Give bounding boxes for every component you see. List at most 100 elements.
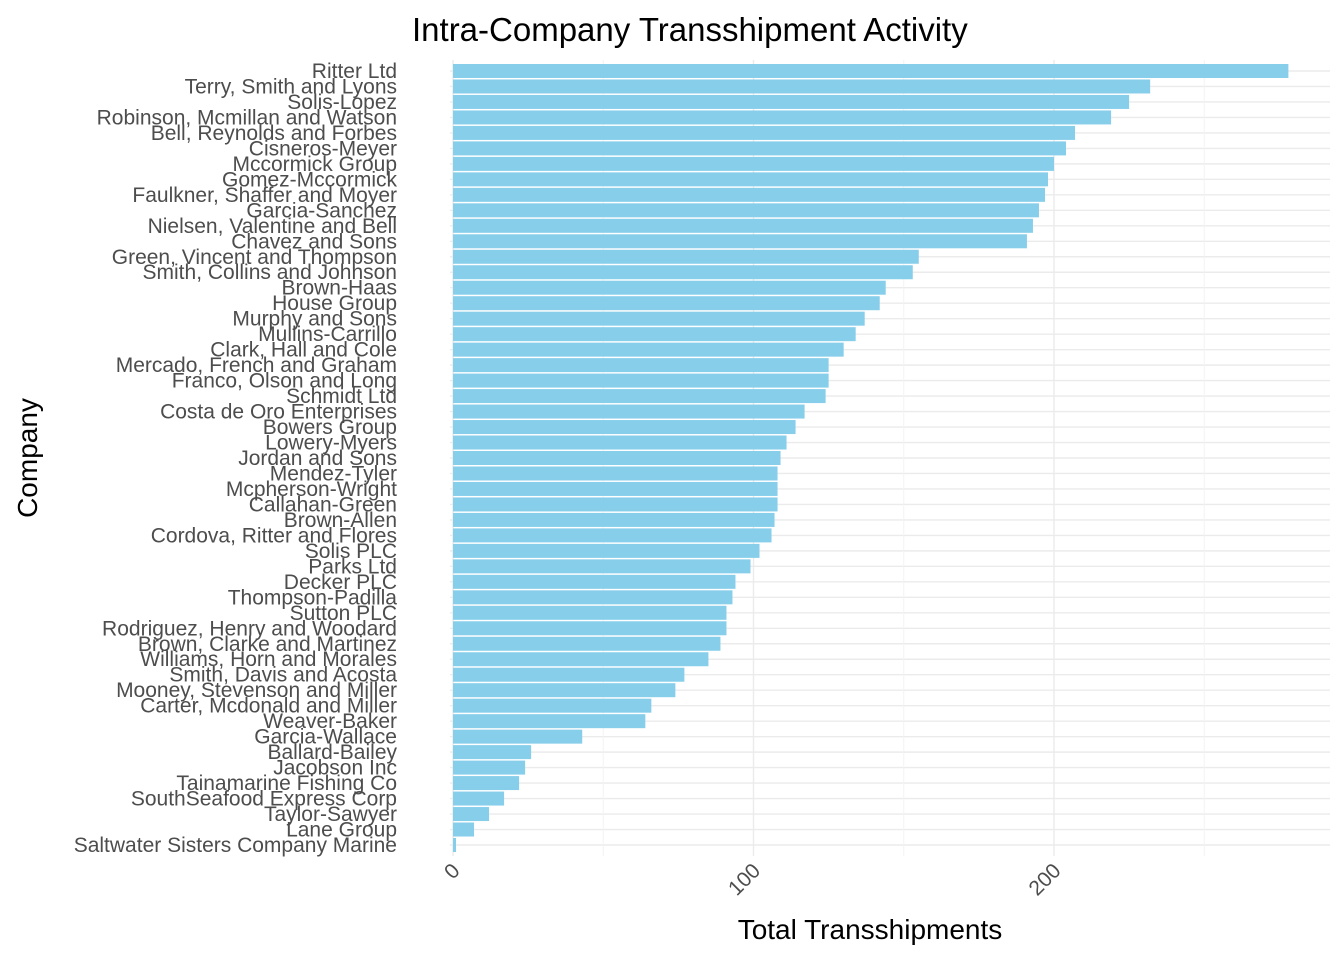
bar <box>453 760 526 775</box>
y-tick-label: Nielsen, Valentine and Bell <box>148 215 397 238</box>
bar <box>453 218 1033 233</box>
y-tick-label: Mendez-Tyler <box>270 462 397 485</box>
bar <box>453 265 913 280</box>
y-tick-label: Terry, Smith and Lyons <box>185 75 397 98</box>
y-tick-label: Garcia-Sanchez <box>246 199 397 222</box>
bar <box>453 110 1112 125</box>
x-tick-label: 0 <box>440 859 465 884</box>
bar <box>453 543 760 558</box>
y-tick-label: Mccormick Group <box>232 153 397 176</box>
y-tick-label: Ritter Ltd <box>312 60 397 83</box>
y-tick-label: Jordan and Sons <box>238 447 397 470</box>
x-axis-title: Total Transshipments <box>738 914 1003 945</box>
bar <box>453 481 778 496</box>
y-tick-label: Weaver-Baker <box>263 710 397 733</box>
y-tick-label: Green, Vincent and Thompson <box>112 246 397 269</box>
y-tick-label: Thompson-Padilla <box>228 586 398 609</box>
y-tick-label: Solis-Lopez <box>287 91 397 114</box>
x-axis-tick-labels: 0 100 200 <box>440 859 1066 900</box>
bar <box>453 574 736 589</box>
y-tick-label: Franco, Olson and Long <box>172 370 397 393</box>
bar <box>453 512 775 527</box>
y-tick-label: SouthSeafood Express Corp <box>131 788 397 811</box>
y-tick-label: Decker PLC <box>284 571 397 594</box>
y-tick-label: Brown, Clarke and Martinez <box>138 633 397 656</box>
x-tick-label: 100 <box>724 859 765 900</box>
y-tick-label: Smith, Collins and Johnson <box>143 261 397 284</box>
y-tick-label: Gomez-Mccormick <box>222 168 398 191</box>
y-tick-label: Cisneros-Meyer <box>249 137 397 160</box>
bar <box>453 807 490 822</box>
y-tick-label: Parks Ltd <box>308 555 397 578</box>
bar <box>453 698 652 713</box>
bar <box>453 311 865 326</box>
bar <box>453 342 844 357</box>
bar <box>453 838 457 852</box>
y-tick-label: Carter, Mcdonald and Miller <box>140 695 397 718</box>
y-tick-label: Mercado, French and Graham <box>116 354 397 377</box>
y-tick-label: Mooney, Stevenson and Miller <box>116 679 397 702</box>
bar <box>453 822 475 837</box>
y-tick-label: Lowery-Myers <box>265 432 397 455</box>
y-tick-label: Cordova, Ritter and Flores <box>151 524 397 547</box>
bar <box>453 141 1067 156</box>
y-tick-label: Bowers Group <box>263 416 397 439</box>
y-tick-label: Taylor-Sawyer <box>264 803 397 826</box>
y-tick-label: Williams, Horn and Morales <box>140 648 397 671</box>
y-axis-title: Company <box>12 398 43 518</box>
bar <box>453 435 787 450</box>
bar <box>453 745 532 760</box>
y-tick-label: Ballard-Bailey <box>267 741 397 764</box>
bar <box>453 94 1130 109</box>
bar <box>453 605 727 620</box>
bar <box>453 187 1045 202</box>
y-tick-label: Clark, Hall and Cole <box>210 339 397 362</box>
y-tick-label: Schmidt Ltd <box>286 385 397 408</box>
y-tick-label: Mullins-Carrillo <box>258 323 397 346</box>
y-tick-label: Lane Group <box>286 819 397 842</box>
chart-title: Intra-Company Transshipment Activity <box>412 11 968 48</box>
y-tick-label: Sutton PLC <box>290 602 397 625</box>
bar <box>453 389 826 404</box>
bar <box>453 172 1048 187</box>
y-tick-label: Smith, Davis and Acosta <box>169 664 397 687</box>
y-tick-label: Mcpherson-Wright <box>226 478 397 501</box>
bar <box>453 791 505 806</box>
y-tick-label: Jacobson Inc <box>273 757 397 780</box>
y-tick-label: Tainamarine Fishing Co <box>176 772 397 795</box>
bar <box>453 497 778 512</box>
bar <box>453 234 1027 249</box>
bar <box>453 296 880 311</box>
y-tick-label: Rodriguez, Henry and Woodard <box>102 617 397 640</box>
y-tick-label: Saltwater Sisters Company Marine <box>74 834 397 857</box>
y-tick-label: Bell, Reynolds and Forbes <box>151 122 397 145</box>
y-tick-label: Faulkner, Shaffer and Moyer <box>132 184 397 207</box>
bar <box>453 404 805 419</box>
bar <box>453 451 781 465</box>
bar <box>453 280 886 295</box>
bar <box>453 420 796 435</box>
bar <box>453 156 1054 171</box>
bar <box>453 621 727 636</box>
y-tick-label: Callahan-Green <box>249 493 397 516</box>
bar <box>453 79 1151 94</box>
bar <box>453 683 676 698</box>
y-tick-label: Garcia-Wallace <box>254 726 397 749</box>
bar <box>453 590 733 605</box>
bar <box>453 776 520 791</box>
bar <box>453 559 751 574</box>
bar <box>453 528 772 543</box>
y-tick-label: Robinson, Mcmillan and Watson <box>97 106 397 129</box>
bar <box>453 667 685 682</box>
bar <box>453 203 1039 218</box>
bar <box>453 373 829 388</box>
bar <box>453 466 778 481</box>
bar <box>453 714 646 729</box>
y-tick-label: Chavez and Sons <box>231 230 397 253</box>
x-tick-label: 200 <box>1024 859 1065 900</box>
bar <box>453 327 856 342</box>
bar <box>453 125 1076 140</box>
y-tick-label: Brown-Haas <box>281 277 397 300</box>
